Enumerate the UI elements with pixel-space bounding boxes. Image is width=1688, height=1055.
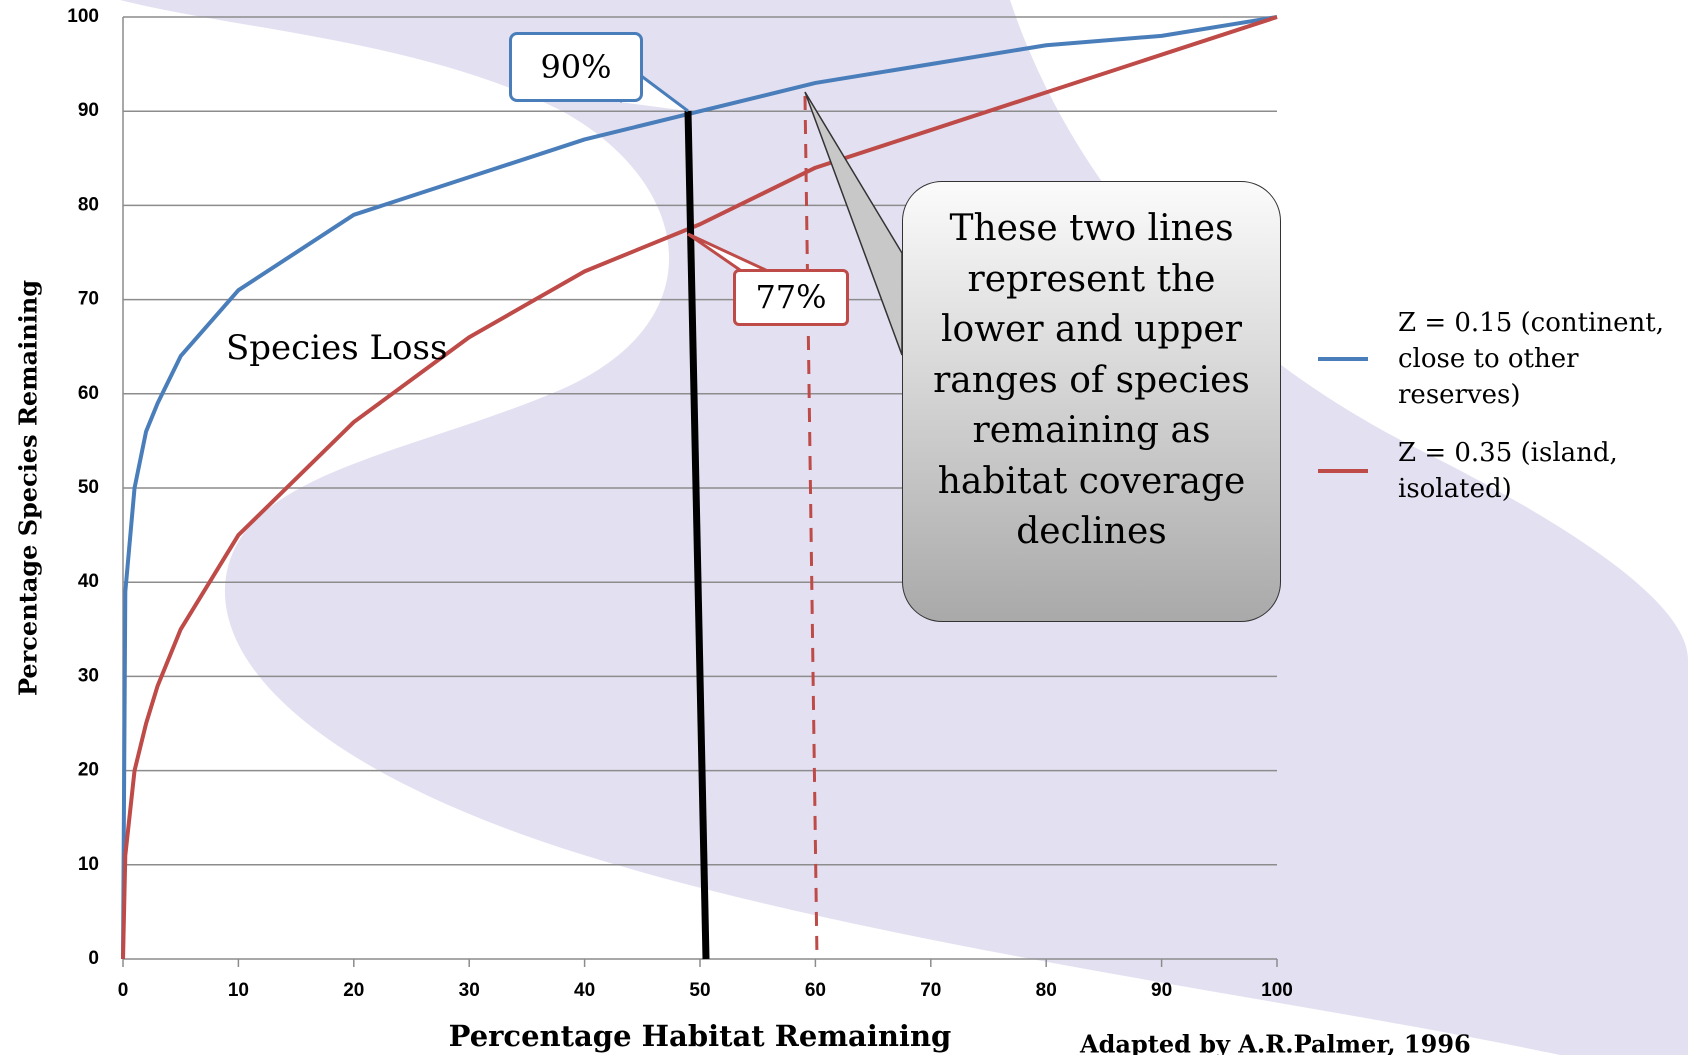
callout-90: 90% — [509, 32, 643, 102]
y-tick-label: 70 — [78, 289, 99, 310]
page: 0 10 20 30 40 50 60 70 80 90 100 0 10 20 30 40 50 60 70 80 9… — [0, 0, 1688, 1055]
y-tick-label: 10 — [78, 854, 99, 875]
callout-note: These two lines represent the lower and … — [902, 181, 1281, 622]
legend-swatch — [1318, 357, 1368, 361]
legend-entry: Z = 0.15 (continent, close to other rese… — [1318, 305, 1688, 413]
x-tick-label: 40 — [574, 980, 595, 1001]
x-axis-title: Percentage Habitat Remaining — [449, 1019, 952, 1053]
y-tick-label: 30 — [78, 665, 99, 686]
source-note: Adapted by A.R.Palmer, 1996 — [1079, 1030, 1471, 1055]
area-label: Species Loss — [226, 328, 447, 368]
legend-entry: Z = 0.35 (island, isolated) — [1318, 435, 1688, 507]
y-tick-label: 50 — [78, 477, 99, 498]
x-tick-label: 10 — [228, 980, 249, 1001]
legend-label: Z = 0.35 (island, isolated) — [1398, 435, 1678, 507]
x-tick-label: 70 — [920, 980, 941, 1001]
legend: Z = 0.15 (continent, close to other rese… — [1318, 305, 1688, 529]
x-tick-label: 80 — [1036, 980, 1057, 1001]
y-tick-label: 20 — [78, 760, 99, 781]
x-tick-label: 50 — [689, 980, 710, 1001]
x-tick-label: 90 — [1151, 980, 1172, 1001]
x-tick-label: 20 — [343, 980, 364, 1001]
callout-77: 77% — [733, 269, 849, 326]
legend-label: Z = 0.15 (continent, close to other rese… — [1398, 305, 1678, 413]
y-tick-label: 40 — [78, 571, 99, 592]
y-tick-label: 100 — [67, 6, 99, 27]
y-axis-title: Percentage Species Remaining — [14, 280, 43, 696]
legend-swatch — [1318, 469, 1368, 473]
y-tick-label: 80 — [78, 194, 99, 215]
x-tick-label: 0 — [118, 980, 129, 1001]
y-tick-label: 60 — [78, 383, 99, 404]
x-tick-label: 100 — [1261, 980, 1293, 1001]
x-tick-label: 30 — [459, 980, 480, 1001]
y-tick-label: 90 — [78, 100, 99, 121]
y-tick-label: 0 — [88, 948, 99, 969]
x-tick-label: 60 — [805, 980, 826, 1001]
